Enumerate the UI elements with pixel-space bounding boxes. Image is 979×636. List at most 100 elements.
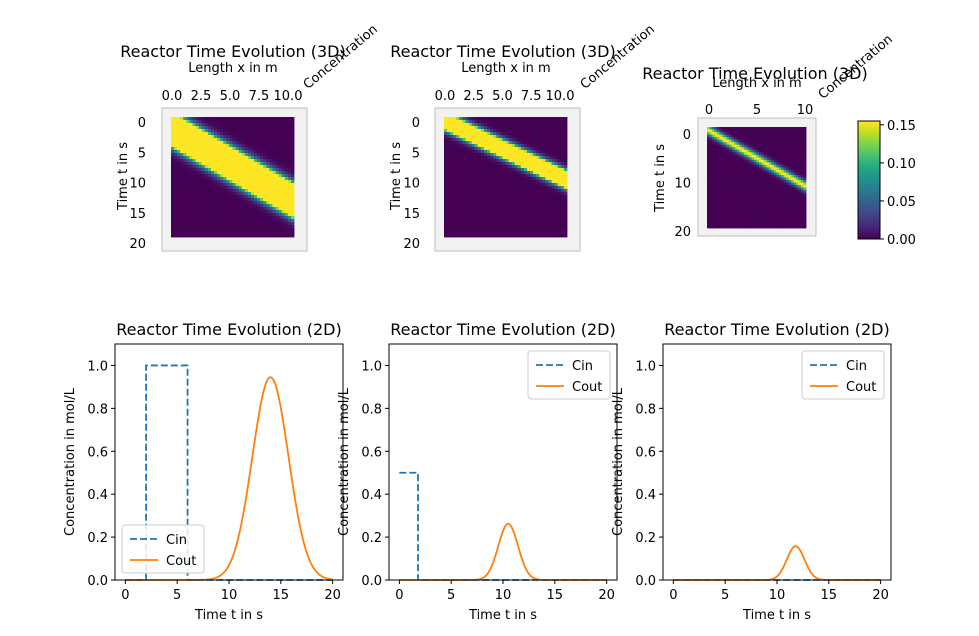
heatmap-cell: [796, 137, 799, 141]
heatmap-cell: [560, 138, 565, 142]
heatmap-cell: [250, 210, 255, 214]
heatmap-cell: [751, 180, 755, 183]
heatmap-cell: [783, 142, 787, 146]
heatmap-cell: [536, 159, 540, 163]
heatmap-cell: [474, 228, 479, 232]
heatmap-cell: [714, 190, 718, 194]
heatmap-cell: [783, 162, 787, 166]
heatmap-cell: [523, 165, 528, 169]
heatmap-cell: [554, 198, 559, 202]
heatmap-cell: [183, 135, 187, 139]
heatmap-cell: [174, 135, 178, 139]
heatmap-cell: [533, 180, 537, 184]
heatmap-cell: [235, 228, 240, 232]
heatmap-cell: [734, 192, 738, 196]
heatmap-cell: [266, 123, 270, 127]
heatmap-cell: [223, 132, 227, 136]
heatmap-cell: [771, 212, 775, 216]
heatmap-cell: [508, 150, 513, 154]
heatmap-cell: [771, 142, 775, 146]
heatmap-cell: [186, 171, 190, 175]
heatmap-cell: [220, 138, 224, 142]
heatmap-cell: [284, 144, 289, 148]
heatmap-cell: [275, 177, 280, 181]
heatmap-cell: [709, 187, 713, 191]
heatmap-cell: [269, 204, 273, 208]
heatmap-cell: [726, 172, 730, 176]
heatmap-cell: [241, 117, 246, 121]
heatmap-cell: [198, 132, 203, 136]
heatmap-cell: [189, 180, 193, 184]
heatmap-cell: [217, 174, 221, 178]
heatmap-cell: [192, 147, 197, 151]
heatmap-cell: [186, 213, 190, 217]
heatmap-cell: [711, 157, 715, 161]
heatmap-cell: [210, 168, 215, 172]
x-tick-label: 5: [173, 588, 181, 603]
heatmap-cell: [450, 156, 454, 160]
heatmap-cell: [709, 180, 713, 183]
heatmap-cell: [210, 153, 215, 157]
heatmap-cell: [771, 205, 775, 209]
heatmap-cell: [207, 129, 212, 133]
x-axis-label: Length x in m: [461, 61, 550, 76]
heatmap-cell: [226, 141, 230, 145]
heatmap-cell: [499, 183, 503, 187]
heatmap-cell: [183, 210, 187, 214]
heatmap-cell: [198, 189, 203, 193]
heatmap-cell: [776, 132, 780, 135]
heatmap-cell: [788, 134, 792, 138]
colorbar-segment: [858, 199, 880, 203]
colorbar-segment: [858, 132, 880, 136]
heatmap-cell: [726, 147, 730, 151]
heatmap-cell: [776, 190, 780, 194]
heatmap-cell: [223, 207, 227, 211]
heatmap-cell: [533, 192, 537, 196]
heatmap-cell: [714, 200, 718, 204]
heatmap-cell: [527, 231, 531, 235]
heatmap-cell: [502, 228, 506, 232]
heatmap-cell: [220, 159, 224, 163]
heatmap-cell: [480, 174, 485, 178]
heatmap-cell: [554, 228, 559, 232]
heatmap-cell: [450, 231, 454, 235]
heatmap-cell: [758, 172, 762, 176]
heatmap-cell: [508, 195, 513, 199]
heatmap-cell: [514, 120, 519, 124]
heatmap-cell: [542, 204, 546, 208]
heatmap-cell: [235, 117, 240, 121]
heatmap-cell: [247, 174, 252, 178]
heatmap-cell: [763, 222, 767, 226]
heatmap-cell: [709, 132, 713, 135]
heatmap-cell: [490, 216, 494, 220]
heatmap-cell: [557, 204, 562, 208]
heatmap-cell: [786, 172, 790, 176]
heatmap-cell: [186, 174, 190, 178]
heatmap-cell: [465, 207, 469, 211]
heatmap-cell: [275, 129, 280, 133]
heatmap-cell: [210, 225, 215, 229]
heatmap-cell: [284, 174, 289, 178]
heatmap-cell: [263, 135, 267, 139]
heatmap-cell: [754, 167, 757, 171]
heatmap-cell: [210, 147, 215, 151]
heatmap-cell: [539, 189, 543, 193]
heatmap-cell: [284, 141, 289, 145]
heatmap-cell: [217, 231, 221, 235]
colorbar-segment: [858, 229, 880, 232]
heatmap-cell: [272, 165, 276, 169]
heatmap-cell: [791, 139, 795, 143]
heatmap-cell: [517, 228, 522, 232]
heatmap-cell: [709, 129, 713, 133]
heatmap-cell: [768, 134, 772, 138]
heatmap-cell: [716, 162, 720, 166]
heatmap-cell: [773, 147, 777, 151]
heatmap-cell: [761, 195, 765, 199]
heatmap-cell: [247, 126, 252, 130]
heatmap-cell: [533, 198, 537, 202]
heatmap-cell: [487, 195, 491, 199]
heatmap-cell: [781, 192, 785, 196]
heatmap-cell: [776, 162, 780, 166]
heatmap-cell: [520, 231, 525, 235]
heatmap-cell: [756, 162, 760, 166]
